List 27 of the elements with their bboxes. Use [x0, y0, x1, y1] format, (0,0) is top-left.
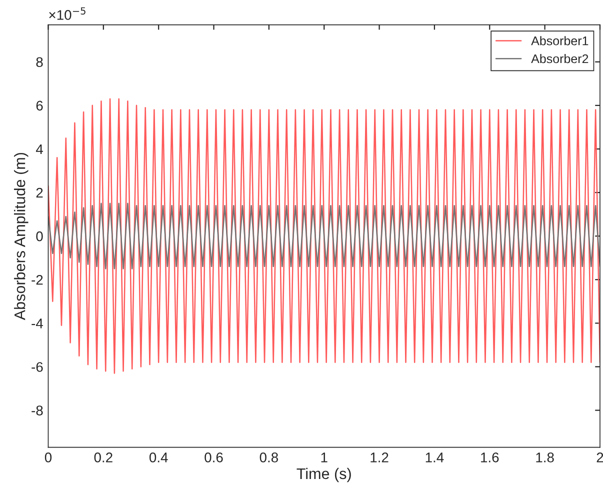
- text: ×10$^{−5}$: [49, 7, 86, 20]
- x-tick-label: 2: [596, 452, 603, 462]
- y-tick-label: -6: [32, 362, 43, 372]
- y-tick-label: 8: [36, 57, 43, 68]
- y-axis-title: Absorbers Amplitude (m): [14, 152, 28, 320]
- x-tick-label: 1.6: [481, 452, 499, 462]
- x-tick-label: 1.4: [426, 452, 444, 462]
- x-tick-label: 1: [321, 452, 328, 462]
- y-tick-label: 2: [36, 188, 43, 198]
- x-tick-label: 1.8: [536, 452, 554, 462]
- x-tick-label: 0.8: [260, 452, 278, 462]
- y-tick-label: -8: [32, 406, 43, 416]
- line-series: [48, 98, 600, 374]
- x-tick-label: 0.4: [149, 452, 168, 462]
- legend-label: Absorber1: [531, 36, 588, 46]
- x-tick-label: 0.6: [204, 452, 223, 462]
- y-tick-label: -2: [32, 274, 43, 285]
- y-tick-label: -4: [32, 318, 43, 328]
- legend-label: Absorber2: [531, 54, 588, 64]
- x-tick-label: 0.2: [94, 452, 112, 462]
- line-series: [48, 202, 600, 270]
- y-tick-label: 0: [36, 231, 43, 242]
- y-tick-label: 6: [36, 100, 43, 111]
- x-axis-title: Time (s): [296, 468, 351, 482]
- x-tick-label: 1.2: [370, 452, 388, 462]
- x-tick-label: 0: [44, 452, 52, 462]
- y-tick-label: 4: [36, 144, 43, 154]
